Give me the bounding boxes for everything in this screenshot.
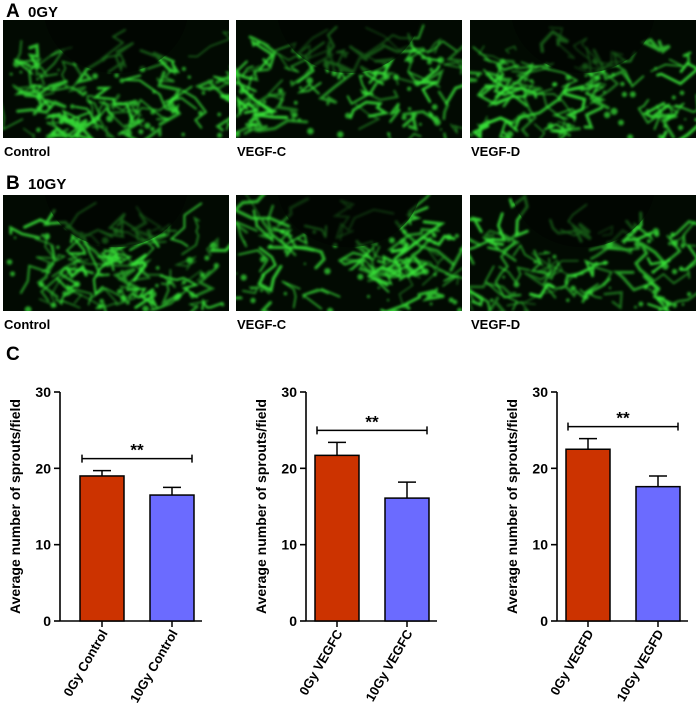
bar-charts: 0 10 20 30 Average number of sprouts/field 0G… — [7, 384, 688, 703]
vessel-network — [470, 26, 696, 138]
y-axis-label: Average number of sprouts/field — [7, 399, 23, 614]
panel-c-letter: C — [6, 344, 20, 365]
vessel-network — [470, 195, 696, 311]
y-axis-label: Average number of sprouts/field — [253, 399, 269, 614]
x-tick-label: 0Gy VEGFC — [296, 626, 346, 697]
x-tick-label: 0Gy Control — [60, 627, 110, 699]
y-tick-label: 20 — [35, 460, 51, 476]
x-tick-label: 10Gy VEGFC — [363, 626, 416, 703]
bar — [635, 485, 681, 622]
bar — [149, 494, 195, 622]
y-tick-label: 0 — [43, 613, 51, 629]
y-tick-label: 10 — [281, 537, 297, 553]
significance-label: ** — [130, 441, 144, 460]
y-axis-label: Average number of sprouts/field — [504, 399, 520, 614]
y-tick-label: 0 — [540, 613, 548, 629]
micrograph-10gy-vegfc — [236, 195, 462, 311]
x-tick-label: 10Gy Control — [127, 627, 181, 703]
y-tick-label: 20 — [281, 460, 297, 476]
bar-chart-2: 0 10 20 30 Average number of sprouts/field 0G… — [253, 384, 437, 703]
caption-10gy-control: Control — [4, 317, 51, 332]
micrograph-0gy-vegfd — [470, 20, 696, 138]
caption-10gy-vegfd: VEGF-D — [471, 317, 521, 332]
y-tick-label: 10 — [532, 537, 548, 553]
caption-0gy-control: Control — [4, 144, 51, 159]
bar-chart-3: 0 10 20 30 Average number of sprouts/field 0G… — [504, 384, 688, 703]
vessel-network — [3, 29, 229, 138]
panel-a-letter: A — [6, 1, 20, 22]
y-tick-label: 30 — [35, 384, 51, 400]
micrograph-10gy-vegfd — [470, 195, 696, 311]
significance-label: ** — [616, 409, 630, 428]
caption-10gy-vegfc: VEGF-C — [237, 317, 287, 332]
x-tick-label: 0Gy VEGFD — [547, 627, 596, 698]
vessel-network — [236, 24, 462, 138]
bar — [384, 497, 430, 622]
x-tick-label: 10Gy VEGFD — [614, 627, 667, 703]
y-tick-label: 30 — [532, 384, 548, 400]
bar — [565, 448, 611, 622]
significance-label: ** — [365, 412, 379, 431]
panel-a-title: 0GY — [28, 4, 59, 21]
caption-0gy-vegfd: VEGF-D — [471, 144, 521, 159]
y-tick-label: 0 — [289, 613, 297, 629]
micrograph-10gy-control — [3, 195, 229, 311]
y-tick-label: 10 — [35, 537, 51, 553]
micrograph-0gy-control — [3, 20, 229, 138]
bar — [314, 454, 360, 622]
bar — [79, 475, 125, 622]
panel-b-letter: B — [6, 173, 20, 194]
bar-chart-1: 0 10 20 30 Average number of sprouts/field 0G… — [7, 384, 202, 703]
micrograph-0gy-vegfc — [236, 20, 462, 138]
y-tick-label: 20 — [532, 460, 548, 476]
panel-b-title: 10GY — [28, 176, 67, 193]
caption-0gy-vegfc: VEGF-C — [237, 144, 287, 159]
y-tick-label: 30 — [281, 384, 297, 400]
vessel-network — [236, 195, 462, 311]
